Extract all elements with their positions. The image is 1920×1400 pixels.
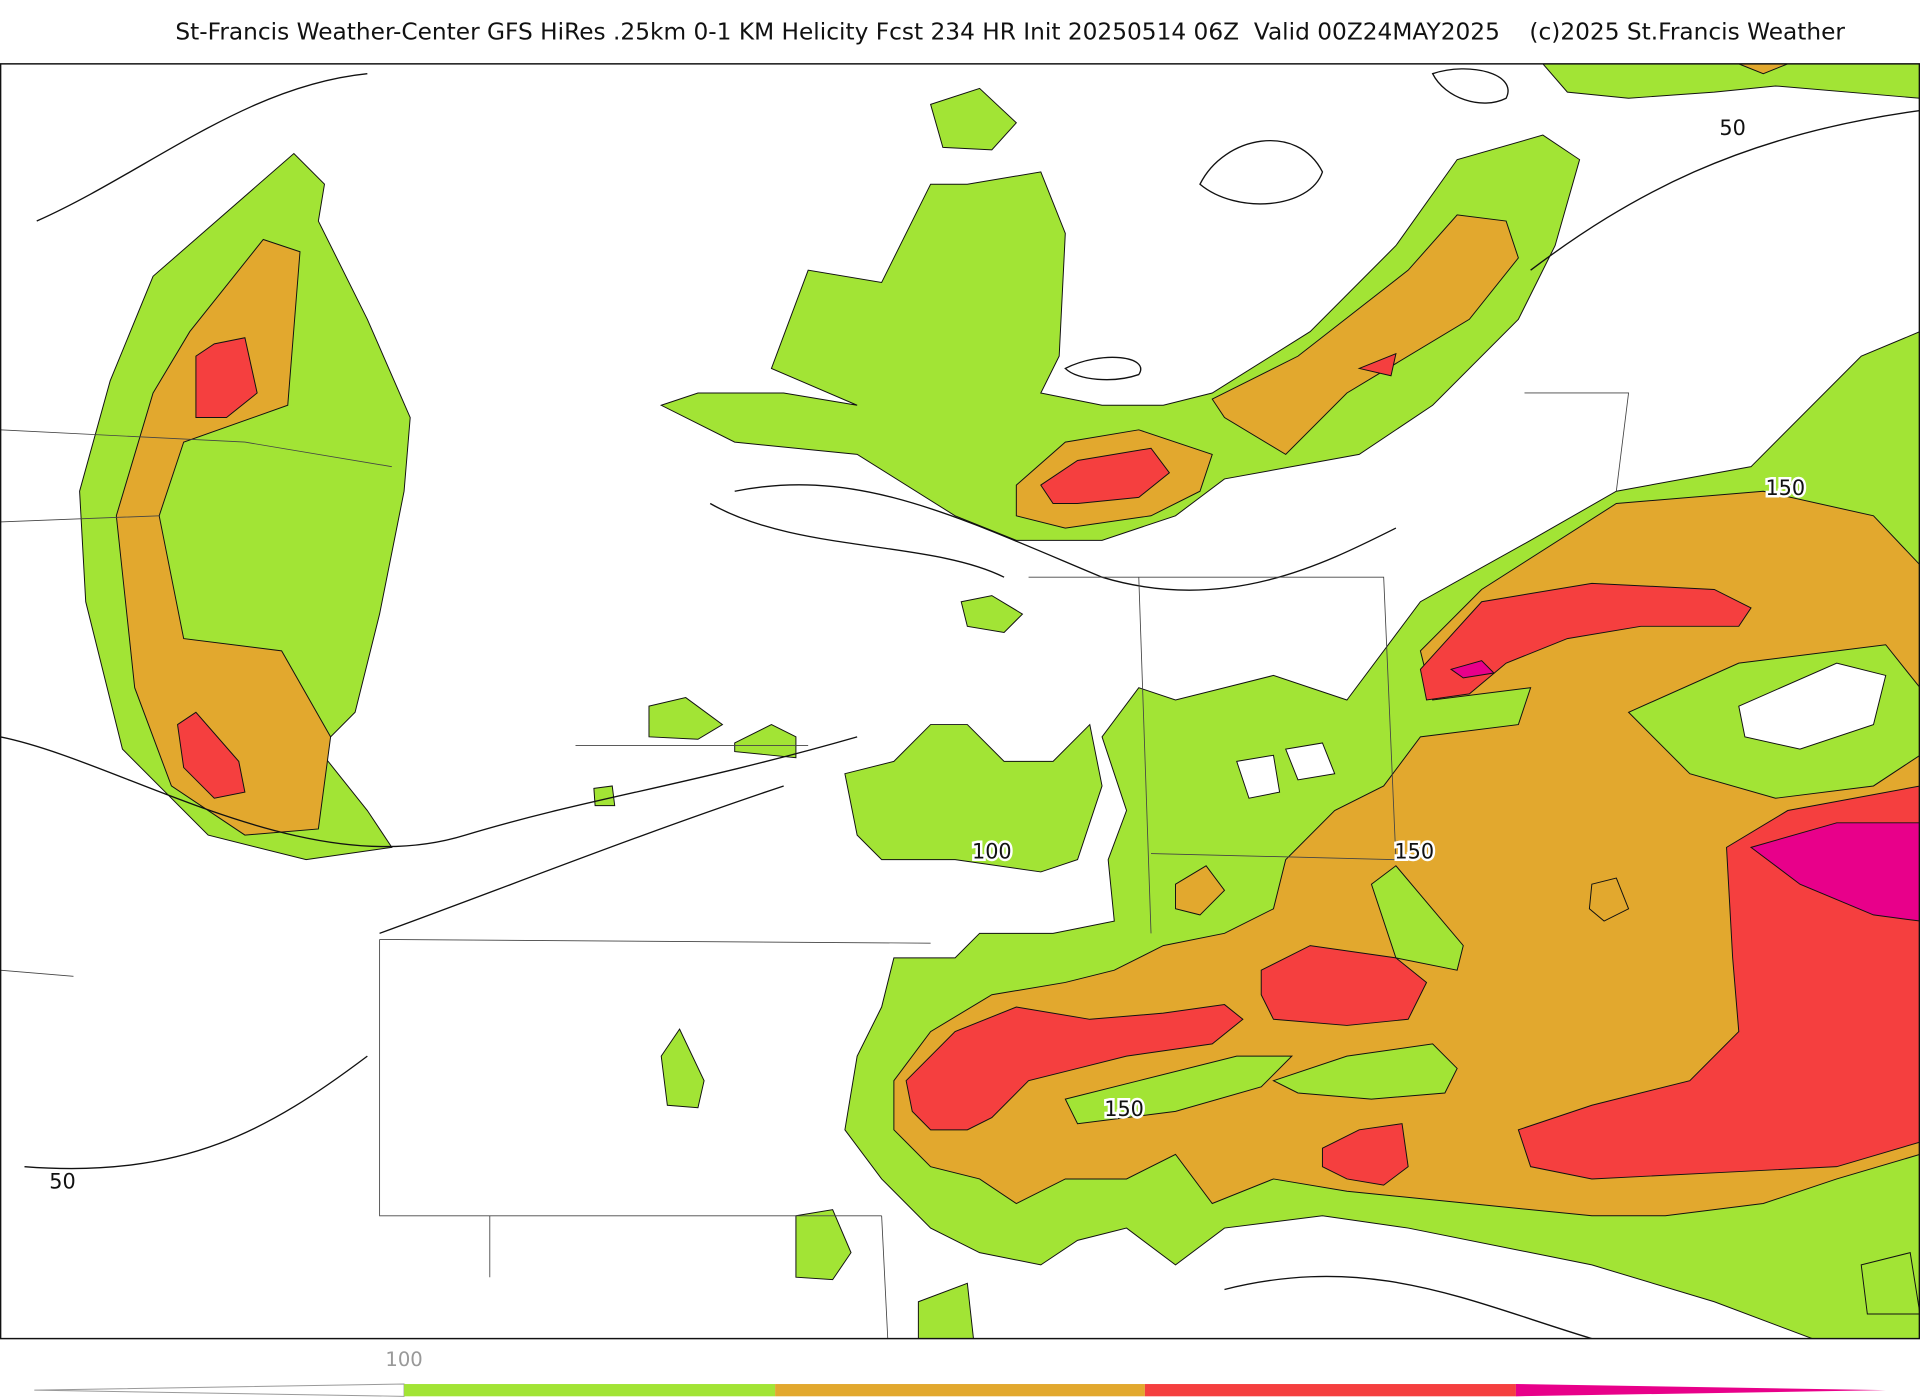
map-title: St-Francis Weather-Center GFS HiRes .25k… xyxy=(175,19,1845,46)
contour-label: 150 xyxy=(1104,1097,1144,1121)
contour-label: 50 xyxy=(49,1170,75,1194)
contour-label: 150 xyxy=(1394,839,1434,863)
colorbar-label: 100 xyxy=(385,1348,422,1371)
contour-label: 100 xyxy=(972,839,1012,863)
contour-label: 50 xyxy=(1719,116,1745,140)
contour-label: 150 xyxy=(1765,476,1805,500)
map-panel: 50 150 100 150 150 50 xyxy=(0,63,1920,1340)
colorbar: 100 xyxy=(34,1348,1886,1397)
